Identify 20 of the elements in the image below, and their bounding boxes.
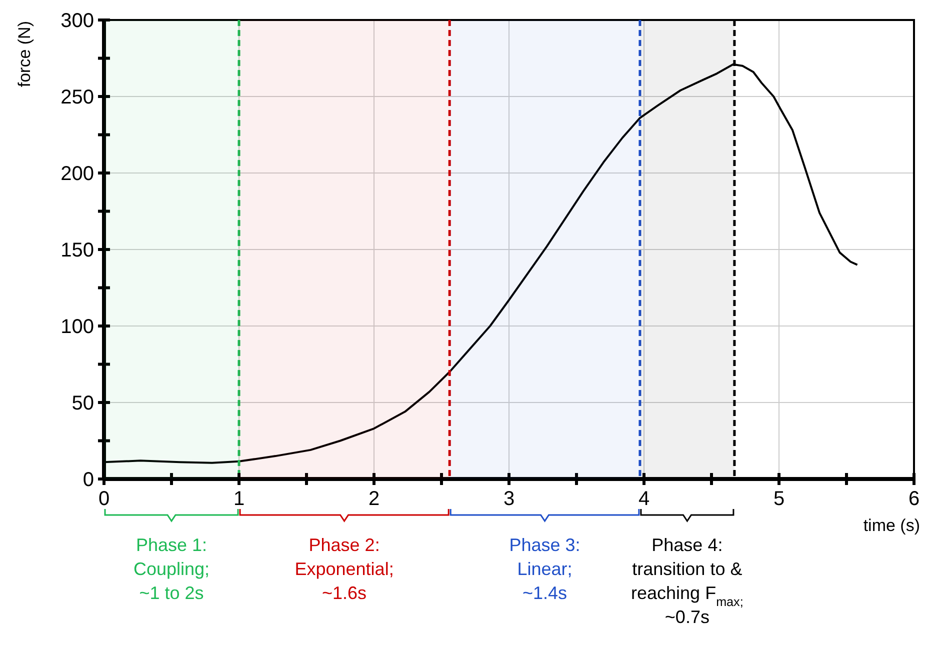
y-axis-title: force (N): [15, 21, 34, 88]
x-tick-label: 4: [638, 488, 650, 510]
y-tick-label: 150: [60, 240, 94, 262]
band-label: Phase 4: transition to & reaching F$_{max;}$ ~0.7s: [631, 535, 744, 627]
y-tick-label: 50: [72, 392, 94, 414]
x-tick-label: 3: [503, 488, 515, 510]
band-label: Phase 1: Coupling; ~1 to 2s: [133, 535, 210, 603]
x-axis-title: time (s): [863, 516, 920, 535]
x-tick-label: 6: [908, 488, 920, 510]
x-tick-label: 1: [233, 488, 245, 510]
y-tick-label: 250: [60, 86, 94, 108]
x-tick-label: 0: [98, 488, 110, 510]
band-label: Phase 2: Exponential; ~1.6s: [294, 535, 394, 603]
x-tick-label: 2: [368, 488, 380, 510]
y-tick-label: 0: [82, 469, 94, 491]
y-tick-label: 200: [60, 163, 94, 185]
x-tick-label: 5: [773, 488, 785, 510]
y-tick-label: 300: [60, 10, 94, 32]
y-tick-label: 100: [60, 316, 94, 338]
band-label: Phase 3: Linear; ~1.4s: [509, 535, 580, 603]
